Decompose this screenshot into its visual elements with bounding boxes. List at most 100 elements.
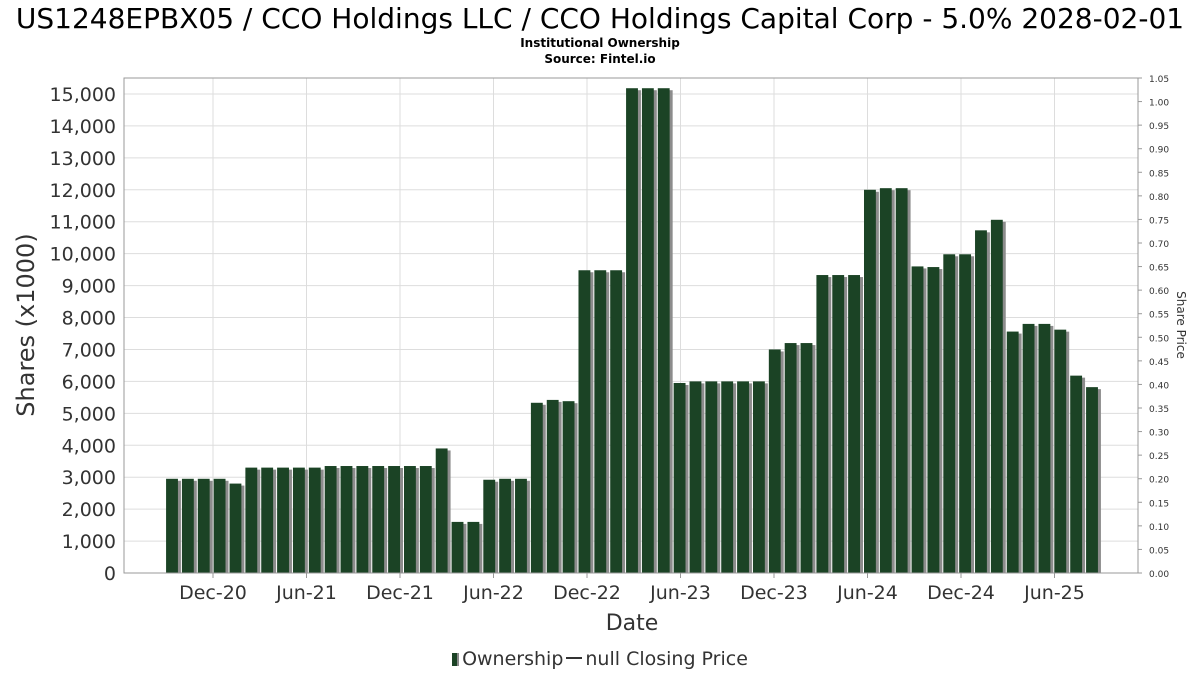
y-tick-label: 1,000 xyxy=(62,531,116,553)
ownership-bar xyxy=(530,402,543,573)
x-tick-label: Jun-24 xyxy=(836,582,898,604)
y-tick-label: 6,000 xyxy=(62,371,116,393)
bar-series xyxy=(166,88,1101,573)
legend: Ownership null Closing Price xyxy=(0,648,1200,670)
y2-tick-label: 0.10 xyxy=(1149,523,1169,533)
y-tick-label: 11,000 xyxy=(50,212,116,234)
ownership-bar xyxy=(768,349,781,573)
y2-tick-label: 0.80 xyxy=(1149,193,1169,203)
ownership-bar xyxy=(879,188,892,573)
y2-tick-label: 0.35 xyxy=(1149,405,1169,415)
y-tick-label: 14,000 xyxy=(50,116,116,138)
ownership-bar xyxy=(943,254,956,573)
ownership-bar xyxy=(975,230,987,573)
ownership-bar xyxy=(959,254,972,573)
ownership-bar xyxy=(546,399,559,573)
ownership-bar xyxy=(467,521,480,573)
ownership-bar xyxy=(483,479,496,573)
price-legend-line xyxy=(566,657,583,659)
ownership-bar xyxy=(641,88,654,573)
ownership-bar xyxy=(388,466,400,573)
ownership-bar xyxy=(990,219,1003,573)
ownership-bar xyxy=(911,266,924,573)
x-tick-label: Dec-21 xyxy=(366,582,434,604)
ownership-bar xyxy=(832,275,845,573)
ownership-bar xyxy=(166,478,178,573)
ownership-bar xyxy=(689,381,702,573)
y2-tick-label: 1.05 xyxy=(1149,75,1169,85)
x-axis-label: Date xyxy=(606,611,659,636)
ownership-bar xyxy=(245,467,258,573)
y2-tick-label: 0.15 xyxy=(1149,499,1169,509)
ownership-bar xyxy=(705,381,718,573)
y2-tick-label: 0.75 xyxy=(1149,216,1169,226)
ownership-bar xyxy=(610,270,623,573)
y-axis-left: 0 1,000 2,000 3,000 4,000 5,000 6,000 7,000 8,00… xyxy=(50,84,116,585)
ownership-bar xyxy=(1070,375,1083,573)
y-axis-label: Shares (x1000) xyxy=(12,233,40,416)
y2-tick-label: 1.00 xyxy=(1149,99,1169,109)
y-tick-label: 12,000 xyxy=(50,180,116,202)
ownership-bar xyxy=(1054,329,1067,573)
y2-tick-label: 0.30 xyxy=(1149,429,1169,439)
y-tick-label: 0 xyxy=(104,563,116,585)
y2-tick-label: 0.20 xyxy=(1149,476,1169,486)
chart-source: Source: Fintel.io xyxy=(544,52,656,66)
y-tick-label: 4,000 xyxy=(62,435,116,457)
y-tick-label: 8,000 xyxy=(62,308,116,330)
y2-tick-label: 0.40 xyxy=(1149,381,1169,391)
ownership-bar xyxy=(752,381,765,573)
chart-title: US1248EPBX05 / CCO Holdings LLC / CCO Ho… xyxy=(15,2,1185,35)
x-tick-label: Dec-22 xyxy=(553,582,621,604)
y-tick-label: 10,000 xyxy=(50,244,116,266)
y-tick-label: 3,000 xyxy=(62,467,116,489)
ownership-bar xyxy=(292,467,305,573)
y2-tick-label: 0.50 xyxy=(1149,334,1169,344)
legend-ownership-label: Ownership xyxy=(462,648,564,670)
y2-tick-label: 0.05 xyxy=(1149,546,1169,556)
ownership-bar xyxy=(784,343,797,573)
ownership-bar xyxy=(515,478,527,573)
y-tick-label: 7,000 xyxy=(62,339,116,361)
ownership-bar xyxy=(277,467,289,573)
ownership-bar xyxy=(800,343,813,573)
y-axis-right: 0.00 0.05 0.10 0.15 0.20 0.25 0.30 0.35 0.40 0.45… xyxy=(1138,75,1169,580)
ownership-bar xyxy=(324,466,337,573)
ownership-bar xyxy=(848,275,860,573)
ownership-bar xyxy=(895,188,908,573)
ownership-bar xyxy=(1086,387,1098,573)
ownership-bar xyxy=(673,382,686,573)
ownership-bar xyxy=(816,275,829,573)
ownership-bar xyxy=(308,467,321,573)
ownership-bar xyxy=(1006,331,1019,573)
y2-tick-label: 0.55 xyxy=(1149,311,1169,321)
x-tick-label: Dec-20 xyxy=(179,582,247,604)
ownership-bar xyxy=(737,381,749,573)
y-tick-label: 2,000 xyxy=(62,499,116,521)
ownership-bar xyxy=(419,466,432,573)
y2-tick-label: 0.95 xyxy=(1149,122,1169,132)
x-tick-label: Jun-23 xyxy=(649,582,711,604)
y-tick-label: 5,000 xyxy=(62,403,116,425)
ownership-bar xyxy=(626,88,638,573)
x-axis: Dec-20 Jun-21 Dec-21 Jun-22 Dec-22 Jun-23 Dec-… xyxy=(124,572,1138,604)
ownership-bar xyxy=(1022,323,1035,573)
y2-tick-label: 0.85 xyxy=(1149,169,1169,179)
y2-axis-label: Share Price xyxy=(1174,291,1188,359)
x-tick-label: Dec-23 xyxy=(740,582,808,604)
y-tick-label: 15,000 xyxy=(50,84,116,106)
ownership-bar xyxy=(261,467,274,573)
ownership-bar xyxy=(657,88,670,573)
ownership-bar xyxy=(451,521,464,573)
ownership-bar xyxy=(721,381,734,573)
y2-tick-label: 0.25 xyxy=(1149,452,1169,462)
ownership-bar xyxy=(864,189,876,573)
chart-subtitle: Institutional Ownership xyxy=(520,36,680,50)
x-tick-label: Dec-24 xyxy=(927,582,995,604)
ownership-bar xyxy=(356,466,369,573)
x-tick-label: Jun-25 xyxy=(1023,582,1085,604)
y2-tick-label: 0.45 xyxy=(1149,358,1169,368)
ownership-bar xyxy=(1038,323,1051,573)
legend-price-label: null Closing Price xyxy=(585,648,748,670)
